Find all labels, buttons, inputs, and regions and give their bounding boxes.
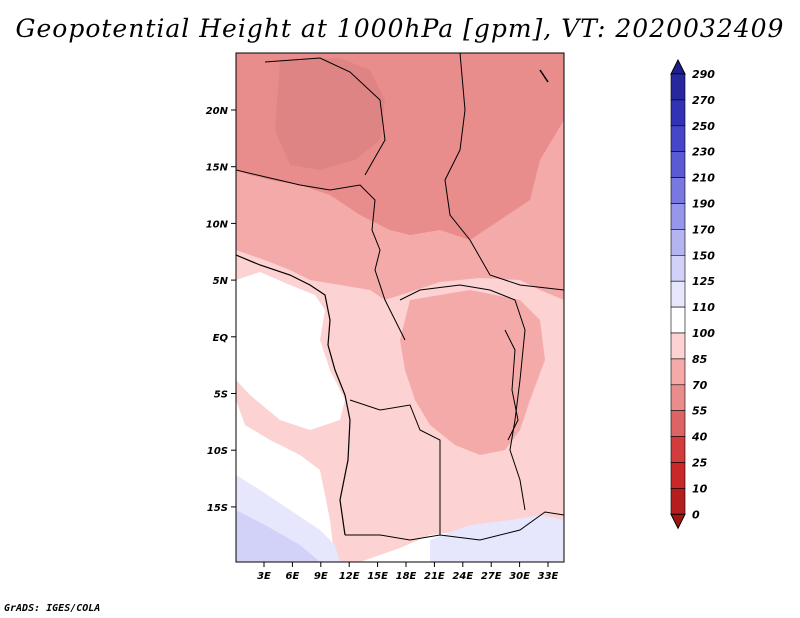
colorbar-label: 125	[692, 275, 715, 288]
colorbar-label: 100	[692, 327, 715, 340]
lon-label: 21E	[424, 571, 445, 582]
colorbar-label: 230	[692, 146, 715, 159]
lat-label: 15S	[207, 503, 228, 514]
colorbar-label: 190	[692, 198, 715, 211]
colorbar-segment	[670, 488, 686, 515]
colorbar-label: 70	[692, 379, 708, 392]
colorbar-segment	[670, 384, 686, 411]
colorbar-segment	[670, 125, 686, 153]
colorbar-label: 210	[692, 172, 715, 185]
longitude-axis: 3E 6E 9E 12E 15E 18E 21E 24E 27E 30E 33E	[257, 562, 559, 582]
lat-label: 10S	[207, 446, 228, 457]
colorbar-label: 55	[692, 405, 708, 418]
boundary-west	[236, 169, 406, 341]
lon-label: 30E	[509, 571, 530, 582]
lon-label: 24E	[452, 571, 473, 582]
lon-label: 15E	[367, 571, 388, 582]
lon-label: 18E	[396, 571, 417, 582]
height-field	[236, 53, 564, 562]
lon-label: 6E	[286, 571, 300, 582]
ocean-white-area	[236, 272, 345, 430]
colorbar-label: 270	[692, 94, 715, 107]
lon-label: 9E	[314, 571, 328, 582]
colorbar-label: 290	[692, 68, 715, 81]
colorbar-label: 25	[692, 457, 708, 470]
lat-label: 5S	[214, 390, 228, 401]
colorbar-label: 85	[692, 353, 708, 366]
map-title: Geopotential Height at 1000hPa [gpm], VT…	[15, 14, 785, 43]
coastline	[236, 254, 351, 536]
red-sea-coast	[539, 69, 549, 83]
boundary-congo	[399, 284, 526, 511]
colorbar-segment	[670, 436, 686, 463]
colorbar-segment	[670, 151, 686, 178]
colorbar-segment	[670, 280, 686, 308]
colorbar-segment	[670, 410, 686, 437]
latitude-axis: 20N 15N 10N 5N EQ 5S 10S 15S	[206, 106, 236, 514]
colorbar-top-arrow	[670, 58, 686, 75]
colorbar-segment	[670, 358, 686, 386]
boundary-sahel	[264, 57, 386, 176]
lat-label: 5N	[213, 276, 229, 287]
colorbar-segment	[670, 99, 686, 127]
map-frame	[235, 52, 565, 563]
colorbar-bottom-arrow	[670, 513, 686, 530]
lat-label: 10N	[206, 219, 229, 230]
colorbar-label: 0	[692, 508, 700, 521]
lat-label: EQ	[213, 333, 229, 344]
colorbar-label: 10	[692, 482, 708, 495]
lon-label: 12E	[339, 571, 360, 582]
colorbar-segment	[670, 73, 686, 101]
contour-55-dark	[275, 58, 385, 170]
contour-110-125-south	[430, 515, 564, 562]
boundary-angola	[349, 399, 441, 535]
lat-label: 15N	[206, 163, 229, 174]
lat-label: 20N	[206, 106, 229, 117]
colorbar-label: 40	[691, 431, 708, 444]
boundary-east	[444, 53, 564, 291]
contour-125-150	[236, 510, 320, 562]
colorbar-segment	[670, 462, 686, 489]
contour-70-85-congo	[400, 290, 545, 455]
colorbar-segment	[670, 203, 686, 230]
colorbar-label: 170	[692, 223, 715, 236]
boundary-south	[345, 511, 564, 541]
lon-label: 33E	[538, 571, 559, 582]
colorbar: 2902702502302101901701501251101008570554…	[670, 58, 715, 530]
colorbar-segment	[670, 332, 686, 360]
lon-label: 3E	[257, 571, 271, 582]
colorbar-label: 250	[692, 120, 715, 133]
grads-credit: GrADS: IGES/COLA	[4, 603, 101, 614]
colorbar-segment	[670, 255, 686, 282]
colorbar-segment	[670, 177, 686, 204]
colorbar-segment	[670, 306, 686, 334]
lon-label: 27E	[481, 571, 502, 582]
rift-lakes	[504, 329, 519, 441]
colorbar-label: 110	[692, 301, 715, 314]
colorbar-label: 150	[692, 249, 715, 262]
colorbar-segment	[670, 229, 686, 256]
